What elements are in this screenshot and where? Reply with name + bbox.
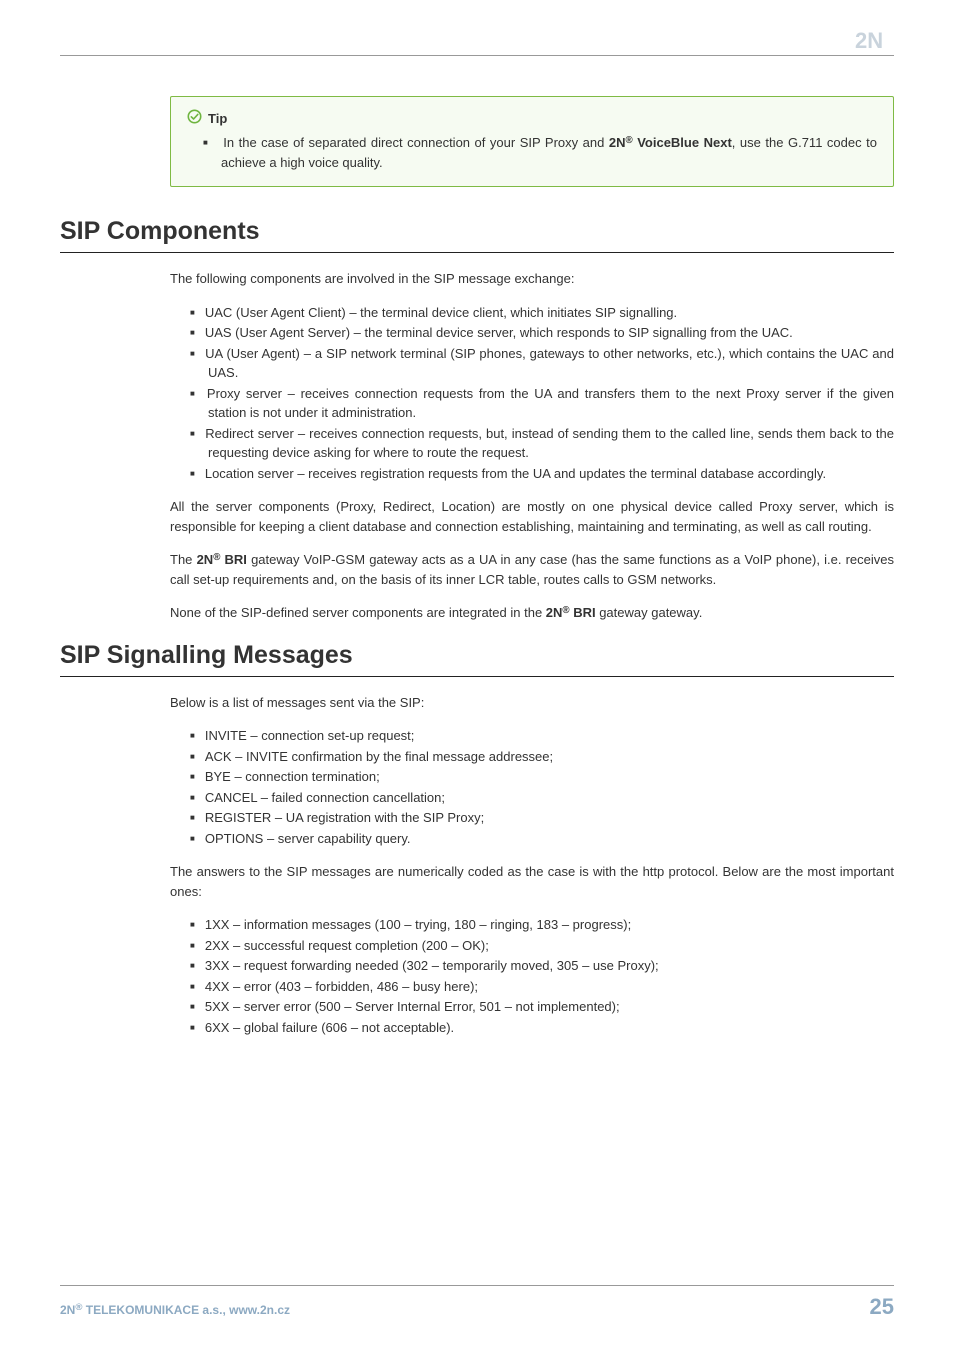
list-item: ACK – INVITE confirmation by the final m… bbox=[208, 747, 894, 767]
section1-list: UAC (User Agent Client) – the terminal d… bbox=[170, 303, 894, 484]
tip-bold-product: VoiceBlue Next bbox=[637, 135, 732, 150]
para3-bold-product: BRI bbox=[570, 605, 596, 620]
para3-prefix: None of the SIP-defined server component… bbox=[170, 605, 546, 620]
tip-bold-brand: 2N bbox=[609, 135, 626, 150]
section2-title: SIP Signalling Messages bbox=[60, 641, 894, 670]
section1-title: SIP Components bbox=[60, 217, 894, 246]
section2-body: Below is a list of messages sent via the… bbox=[170, 693, 894, 1038]
check-circle-icon bbox=[187, 109, 202, 127]
section2-list: INVITE – connection set-up request; ACK … bbox=[170, 726, 894, 848]
list-item: 1XX – information messages (100 – trying… bbox=[208, 915, 894, 935]
para2-suffix: gateway VoIP-GSM gateway acts as a UA in… bbox=[170, 552, 894, 587]
svg-text:2N: 2N bbox=[855, 28, 883, 53]
list-item: BYE – connection termination; bbox=[208, 767, 894, 787]
tip-text-prefix: In the case of separated direct connecti… bbox=[223, 135, 609, 150]
list-item: 2XX – successful request completion (200… bbox=[208, 936, 894, 956]
brand-logo: 2N bbox=[855, 28, 899, 59]
list-item: 6XX – global failure (606 – not acceptab… bbox=[208, 1018, 894, 1038]
list-item: 4XX – error (403 – forbidden, 486 – busy… bbox=[208, 977, 894, 997]
tip-header: Tip bbox=[187, 109, 877, 127]
list-item: 5XX – server error (500 – Server Interna… bbox=[208, 997, 894, 1017]
section1-para3: None of the SIP-defined server component… bbox=[170, 603, 894, 623]
page-footer: 2N® TELEKOMUNIKACE a.s., www.2n.cz 25 bbox=[60, 1285, 894, 1320]
list-item: UAC (User Agent Client) – the terminal d… bbox=[208, 303, 894, 323]
list-item: UAS (User Agent Server) – the terminal d… bbox=[208, 323, 894, 343]
section1-divider bbox=[60, 252, 894, 253]
page-number: 25 bbox=[870, 1294, 894, 1320]
section2-para1: The answers to the SIP messages are nume… bbox=[170, 862, 894, 901]
list-item: CANCEL – failed connection cancellation; bbox=[208, 788, 894, 808]
footer-company: TELEKOMUNIKACE a.s., www.2n.cz bbox=[82, 1303, 290, 1317]
list-item: 3XX – request forwarding needed (302 – t… bbox=[208, 956, 894, 976]
section1-body: The following components are involved in… bbox=[170, 269, 894, 623]
list-item: UA (User Agent) – a SIP network terminal… bbox=[208, 344, 894, 383]
page-content: Tip In the case of separated direct conn… bbox=[0, 0, 954, 1101]
section1-para2: The 2N® BRI gateway VoIP-GSM gateway act… bbox=[170, 550, 894, 589]
list-item: REGISTER – UA registration with the SIP … bbox=[208, 808, 894, 828]
footer-left: 2N® TELEKOMUNIKACE a.s., www.2n.cz bbox=[60, 1303, 290, 1317]
para3-bold-sup: ® bbox=[562, 605, 569, 616]
tip-callout: Tip In the case of separated direct conn… bbox=[170, 96, 894, 187]
tip-body: In the case of separated direct connecti… bbox=[187, 133, 877, 172]
para2-bold-product: BRI bbox=[220, 552, 247, 567]
footer-brand-sup: ® bbox=[75, 1302, 82, 1313]
list-item: OPTIONS – server capability query. bbox=[208, 829, 894, 849]
list-item: Redirect server – receives connection re… bbox=[208, 424, 894, 463]
tip-title: Tip bbox=[208, 111, 227, 126]
tip-bold-sup: ® bbox=[626, 135, 633, 146]
footer-brand: 2N bbox=[60, 1303, 75, 1317]
top-divider bbox=[60, 55, 894, 56]
list-item: Proxy server – receives connection reque… bbox=[208, 384, 894, 423]
para2-bold-sup: ® bbox=[213, 552, 220, 563]
section1-intro: The following components are involved in… bbox=[170, 269, 894, 289]
list-item: Location server – receives registration … bbox=[208, 464, 894, 484]
para2-bold-brand: 2N bbox=[197, 552, 214, 567]
section2-divider bbox=[60, 676, 894, 677]
para3-suffix: gateway gateway. bbox=[596, 605, 703, 620]
section2-intro: Below is a list of messages sent via the… bbox=[170, 693, 894, 713]
para2-prefix: The bbox=[170, 552, 197, 567]
section2-codes-list: 1XX – information messages (100 – trying… bbox=[170, 915, 894, 1037]
para3-bold-brand: 2N bbox=[546, 605, 563, 620]
section1-para1: All the server components (Proxy, Redire… bbox=[170, 497, 894, 536]
tip-item: In the case of separated direct connecti… bbox=[221, 133, 877, 172]
list-item: INVITE – connection set-up request; bbox=[208, 726, 894, 746]
